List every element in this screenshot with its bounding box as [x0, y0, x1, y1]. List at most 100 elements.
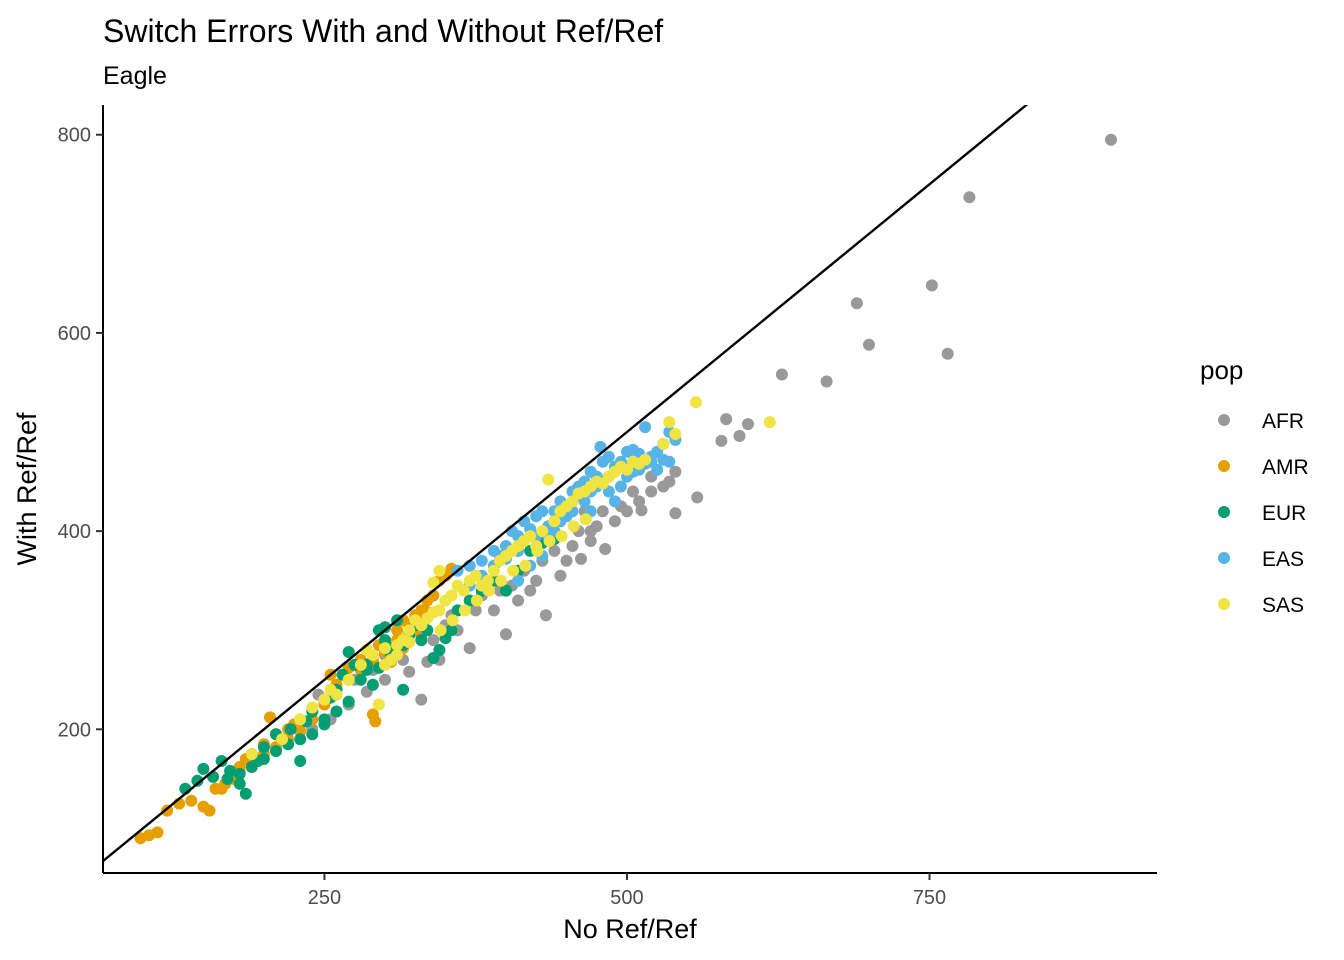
legend-label: AMR [1262, 456, 1309, 479]
reference-line-layer [103, 105, 1029, 863]
data-point [457, 584, 470, 597]
data-point [657, 437, 670, 450]
data-point [487, 604, 500, 617]
data-point [820, 375, 833, 388]
data-point [215, 755, 228, 767]
legend-item-eas: EAS [1218, 548, 1304, 571]
data-point [366, 678, 379, 691]
data-point [483, 584, 495, 597]
data-point [669, 465, 682, 478]
legend-label: EAS [1262, 548, 1304, 571]
series-afr [306, 133, 1117, 736]
legend-swatch [1218, 506, 1230, 518]
data-point [379, 658, 391, 671]
data-point [500, 628, 512, 641]
data-point [403, 665, 416, 678]
data-point [596, 505, 609, 518]
data-point [427, 634, 440, 647]
data-point [391, 624, 404, 637]
data-point [433, 644, 446, 656]
identity-line [103, 105, 1029, 863]
data-point [433, 604, 446, 617]
data-point [354, 658, 367, 671]
data-point [434, 624, 447, 637]
data-point [294, 733, 307, 746]
data-point [470, 594, 483, 607]
chart-subtitle: Eagle [103, 62, 167, 90]
data-point [512, 574, 525, 587]
legend-item-amr: AMR [1218, 456, 1309, 479]
data-point [445, 624, 458, 637]
data-point [507, 564, 520, 577]
series-eur [179, 533, 561, 800]
series-sas [245, 396, 776, 761]
data-point [185, 794, 198, 807]
data-point [566, 540, 579, 552]
data-point [354, 673, 367, 686]
data-point [669, 428, 682, 440]
data-point [427, 576, 440, 589]
data-point [366, 649, 379, 661]
data-point [276, 733, 289, 746]
data-point [415, 693, 428, 706]
data-point [397, 683, 410, 696]
data-point [391, 649, 404, 661]
data-point [487, 564, 500, 577]
data-point [627, 485, 639, 498]
data-point [197, 762, 210, 775]
data-point [742, 418, 754, 431]
data-point [372, 698, 385, 711]
data-point [203, 804, 216, 817]
data-point [403, 624, 416, 637]
points-layer [134, 133, 1117, 845]
data-point [379, 621, 391, 634]
data-point [555, 530, 568, 543]
data-point [257, 753, 270, 765]
data-point [850, 297, 863, 310]
legend-title: pop [1200, 355, 1243, 385]
data-point [645, 485, 658, 498]
data-point [318, 693, 331, 706]
data-point [614, 480, 627, 493]
data-point [151, 826, 164, 839]
data-point [863, 338, 875, 351]
data-point [531, 544, 544, 557]
data-point [245, 748, 258, 761]
data-point [599, 543, 612, 555]
data-point [633, 495, 646, 508]
data-point [925, 279, 938, 292]
data-point [233, 767, 246, 780]
data-point [379, 673, 391, 686]
data-point [524, 530, 537, 543]
data-point [720, 413, 733, 426]
data-point [575, 552, 587, 565]
data-point [445, 589, 458, 602]
data-point [763, 416, 776, 429]
data-point [539, 609, 552, 622]
data-point [469, 569, 482, 582]
data-point [536, 525, 549, 538]
data-point [342, 646, 355, 658]
data-point [463, 642, 476, 655]
data-point [245, 761, 258, 773]
x-tick-label: 750 [913, 887, 946, 909]
y-ticks: 200 400 600 800 [58, 125, 103, 741]
data-point [536, 505, 549, 518]
data-point [207, 770, 220, 783]
data-point [500, 584, 512, 597]
data-point [221, 772, 234, 785]
legend-swatch [1218, 460, 1230, 472]
data-point [294, 713, 307, 726]
data-point [239, 787, 252, 800]
data-point [639, 453, 652, 466]
x-axis-title: No Ref/Ref [563, 914, 697, 944]
legend-items: AFR AMR EUR EAS SAS [1218, 410, 1309, 617]
data-point [542, 473, 555, 486]
data-point [651, 463, 664, 476]
data-point [560, 554, 573, 567]
data-point [567, 520, 580, 533]
chart-title: Switch Errors With and Without Ref/Ref [103, 13, 663, 49]
data-point [963, 191, 976, 204]
data-point [318, 718, 331, 731]
data-point [330, 688, 343, 701]
